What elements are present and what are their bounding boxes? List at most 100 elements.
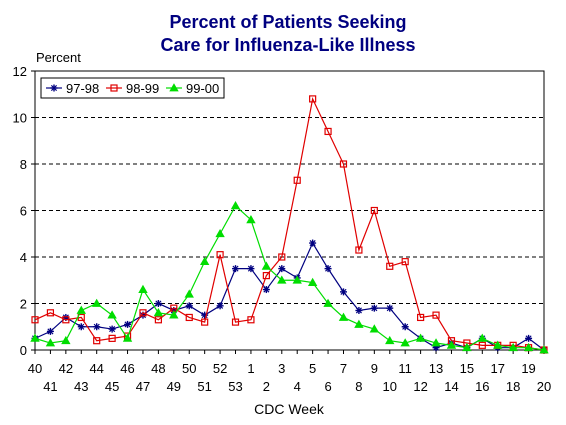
data-point [355,306,363,314]
data-point [108,334,116,342]
data-point [124,320,132,328]
data-point [92,298,102,307]
data-point [307,277,318,286]
data-point [246,214,256,224]
grid-lines [35,117,544,304]
data-point [400,338,410,347]
data-point [216,251,224,259]
data-point [61,335,71,345]
data-point [230,201,241,210]
series-line-99-00 [34,204,545,351]
data-point [247,265,255,273]
x-tick-label: 44 [89,361,103,376]
data-point [247,316,255,324]
data-point [508,342,518,352]
data-point [77,323,85,331]
x-tick-label: 53 [228,379,242,394]
chart-title-line-1: Percent of Patients Seeking [169,12,406,32]
x-tick-label: 14 [444,379,458,394]
data-point [107,310,117,319]
legend: 97-98 98-99 99-00 [40,77,225,99]
data-point [432,311,440,319]
series-98-99 [31,95,548,354]
data-point [139,309,147,317]
x-tick-label: 50 [182,361,196,376]
x-tick-label: 47 [136,379,150,394]
data-point [278,253,286,261]
series-layer [30,95,549,354]
y-tick-label: 6 [20,204,27,219]
x-tick-label: 13 [429,361,443,376]
data-point [493,340,503,349]
y-tick-label: 12 [13,64,27,79]
data-point [277,275,287,284]
x-tick-label: 11 [398,361,412,376]
x-tick-label: 46 [120,361,134,376]
x-axis-ticks: 4041424344454647484950515253123456789101… [28,350,551,394]
data-point [525,334,533,342]
data-point [62,316,70,324]
data-point [324,127,332,136]
data-point [154,316,162,324]
data-point [431,338,441,347]
x-tick-label: 16 [475,379,489,394]
data-point [93,337,101,345]
data-point [262,286,270,294]
data-point [93,323,101,331]
data-point [76,305,86,314]
chart-title-line-2: Care for Influenza-Like Illness [160,35,415,55]
y-tick-label: 2 [20,297,27,312]
data-point [278,265,286,273]
y-axis-label: Percent [36,50,81,65]
data-point [215,228,225,238]
data-point [30,333,40,342]
x-tick-label: 12 [413,379,427,394]
legend-label: 98-99 [126,81,159,96]
data-point [339,288,347,296]
data-point [401,258,409,266]
series-line-98-99 [34,96,545,351]
x-tick-label: 17 [490,361,504,376]
data-point [523,342,534,352]
data-point [462,342,472,352]
x-tick-label: 42 [59,361,73,376]
data-point [401,323,409,331]
x-tick-label: 18 [506,379,520,394]
data-point [339,160,348,168]
data-point [261,261,272,270]
x-tick-label: 4 [294,379,301,394]
x-tick-label: 20 [537,379,551,394]
x-tick-label: 10 [383,379,397,394]
data-point [154,300,162,307]
data-point [31,316,39,324]
data-point [323,298,333,307]
data-point [539,345,549,354]
data-point [46,327,54,335]
data-point [386,262,394,270]
legend-label: 97-98 [66,81,99,96]
data-point [477,333,487,342]
data-point [446,340,457,349]
data-point [122,333,133,342]
series-99-00 [30,201,549,354]
legend-marker [169,83,179,92]
x-tick-label: 40 [28,361,42,376]
x-tick-label: 6 [324,379,331,394]
data-point [354,319,364,328]
x-tick-label: 8 [355,379,362,394]
x-tick-label: 7 [340,361,347,376]
x-tick-label: 15 [460,361,474,376]
data-point [385,335,395,345]
data-point [386,304,394,312]
legend-label: 99-00 [186,81,219,96]
data-point [201,318,209,326]
x-tick-label: 43 [74,379,88,394]
data-point [370,304,378,312]
data-point [153,307,164,317]
data-point [184,289,194,298]
x-tick-label: 2 [263,379,270,394]
data-point [232,265,240,273]
data-point [169,310,179,319]
x-tick-label: 41 [43,379,57,394]
